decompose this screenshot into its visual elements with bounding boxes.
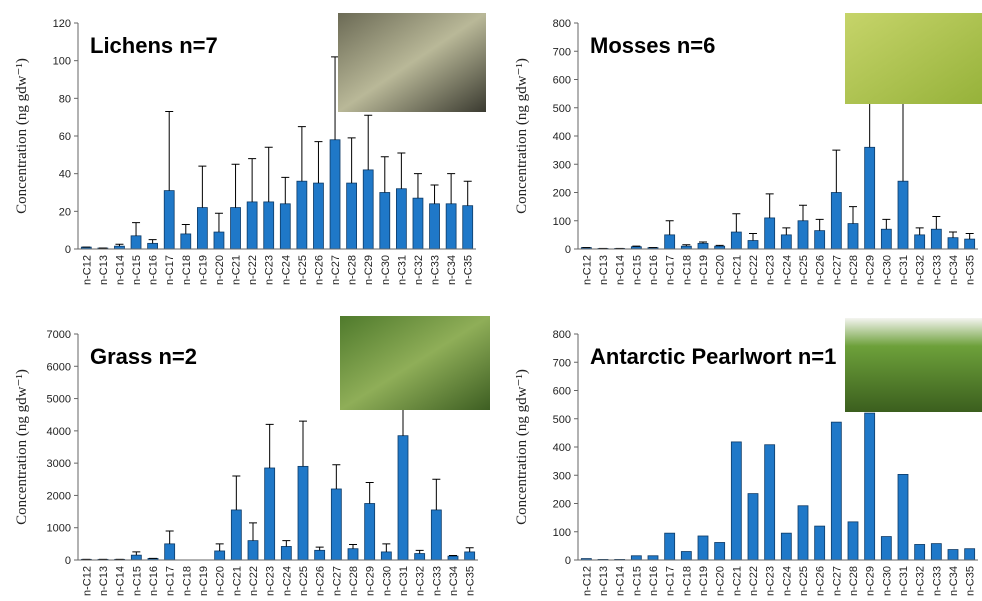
grass-photo: [340, 316, 490, 410]
moss-photo: [845, 13, 982, 104]
figure: Concentration (ng gdw⁻¹)020406080100120n…: [0, 0, 982, 601]
lichen-photo: [338, 13, 486, 112]
photo-layer: [0, 0, 982, 601]
pearlwort-photo: [845, 318, 982, 412]
page: {"chart_data": [ {"type": "bar", "title"…: [0, 0, 982, 601]
